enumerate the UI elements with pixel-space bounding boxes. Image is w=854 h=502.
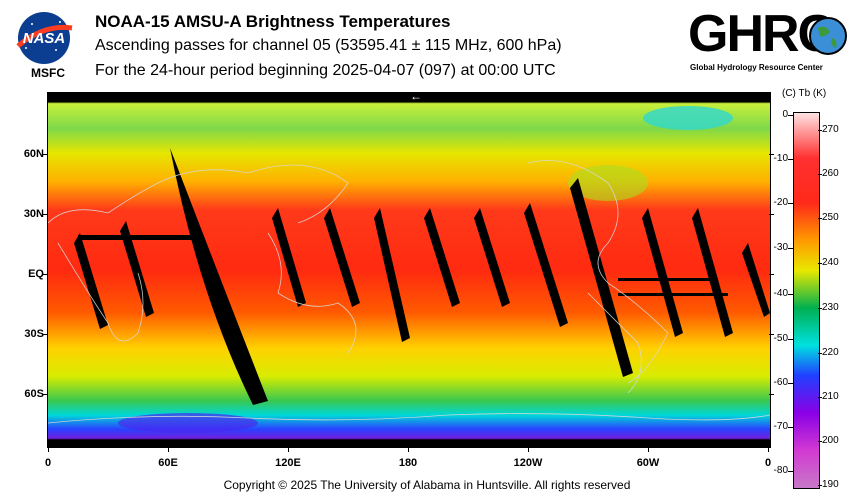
brightness-temperature-map: ← — [47, 92, 771, 448]
lon-label: 120E — [275, 457, 301, 469]
temperature-field — [48, 93, 770, 447]
colorbar-tick — [788, 294, 793, 295]
colorbar-tick — [818, 353, 822, 354]
colorbar-tick — [788, 248, 793, 249]
lat-tick — [769, 334, 774, 335]
nasa-logo-text: NASA — [23, 30, 66, 47]
swath-direction-arrow: ← — [410, 93, 422, 103]
colorbar-tick — [818, 174, 822, 175]
colorbar-kelvin-label: 210 — [822, 391, 839, 402]
colorbar-celsius-label: -40 — [773, 288, 788, 299]
chart-period: For the 24-hour period beginning 2025-04… — [95, 62, 556, 79]
ghrc-globe-icon — [808, 16, 848, 56]
lat-tick — [42, 394, 47, 395]
coastlines — [48, 160, 770, 424]
lon-tick — [288, 447, 289, 452]
colorbar-tick — [818, 308, 822, 309]
chart-title: NOAA-15 AMSU-A Brightness Temperatures — [95, 12, 451, 31]
nasa-logo: NASA — [14, 10, 74, 66]
lat-label: 60N — [23, 148, 44, 160]
colorbar-celsius-label: 0 — [782, 109, 788, 120]
lat-label: EQ — [28, 268, 44, 280]
lon-label: 60E — [158, 457, 178, 469]
lon-label: 0 — [764, 457, 772, 469]
lon-label: 120W — [513, 457, 543, 469]
ghrc-subtitle: Global Hydrology Resource Center — [690, 63, 823, 72]
lat-label: 60S — [24, 388, 44, 400]
colorbar-tick — [788, 471, 793, 472]
lon-label: 60W — [636, 457, 660, 469]
colorbar-tick — [818, 397, 822, 398]
lat-tick — [42, 274, 47, 275]
lon-tick — [528, 447, 529, 452]
cold-patch — [643, 106, 733, 130]
colorbar-tick — [788, 159, 793, 160]
lat-tick — [42, 154, 47, 155]
colorbar-kelvin-label: 220 — [822, 347, 839, 358]
colorbar-kelvin-label: 230 — [822, 302, 839, 313]
lat-tick — [769, 274, 774, 275]
colorbar-celsius-label: -50 — [773, 333, 788, 344]
colorbar-tick — [818, 263, 822, 264]
colorbar-celsius-label: -10 — [773, 153, 788, 164]
lat-tick — [42, 214, 47, 215]
lon-tick — [768, 447, 769, 452]
lon-label: 0 — [44, 457, 52, 469]
colorbar-kelvin-label: 190 — [822, 479, 839, 490]
lat-label: 30S — [24, 328, 44, 340]
cold-patch — [118, 413, 258, 433]
colorbar-celsius-label: -80 — [773, 465, 788, 476]
colorbar-kelvin-label: 240 — [822, 257, 839, 268]
msfc-label: MSFC — [31, 66, 65, 80]
lat-tick — [769, 154, 774, 155]
nasa-meatball-icon: NASA — [16, 12, 73, 64]
colorbar-tick — [788, 115, 793, 116]
lat-tick — [769, 394, 774, 395]
swath-gaps — [74, 148, 770, 405]
lon-label: 180 — [398, 457, 418, 469]
colorbar-kelvin-label: 260 — [822, 168, 839, 179]
colorbar-celsius-label: -20 — [773, 197, 788, 208]
colorbar-celsius-label: -60 — [773, 377, 788, 388]
lon-tick — [408, 447, 409, 452]
lat-tick — [769, 214, 774, 215]
colorbar-celsius-label: -30 — [773, 242, 788, 253]
copyright-footer: Copyright © 2025 The University of Alaba… — [223, 478, 631, 492]
chart-subtitle: Ascending passes for channel 05 (53595.4… — [95, 37, 562, 54]
colorbar-tick — [788, 203, 793, 204]
lat-tick — [42, 334, 47, 335]
map-canvas: ← — [48, 93, 770, 447]
colorbar-tick — [788, 383, 793, 384]
colorbar-kelvin-label: 270 — [822, 124, 839, 135]
colorbar-kelvin-label: 200 — [822, 435, 839, 446]
lat-label: 30N — [23, 208, 44, 220]
colorbar-kelvin-label: 250 — [822, 212, 839, 223]
colorbar-tick — [818, 485, 822, 486]
colorbar-header: (C) Tb (K) — [782, 88, 827, 99]
colorbar-tick — [788, 339, 793, 340]
lon-tick — [168, 447, 169, 452]
colorbar-tick — [818, 130, 822, 131]
colorbar-tick — [818, 218, 822, 219]
colorbar-tick — [788, 427, 793, 428]
colorbar-celsius-label: -70 — [773, 421, 788, 432]
colorbar-tick — [818, 441, 822, 442]
colorbar — [793, 112, 820, 489]
lon-tick — [48, 447, 49, 452]
lon-tick — [648, 447, 649, 452]
